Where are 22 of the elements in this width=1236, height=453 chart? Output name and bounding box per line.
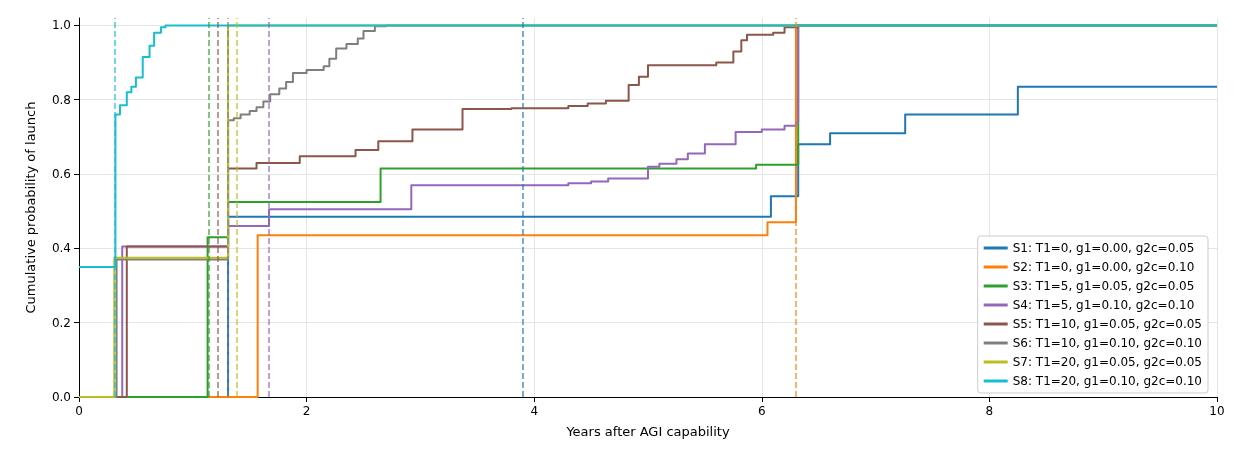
x-axis-title: Years after AGI capability (565, 424, 730, 439)
legend-label: S3: T1=5, g1=0.05, g2c=0.05 (1012, 279, 1195, 293)
y-tick-label: 0.6 (51, 167, 71, 182)
x-tick-label: 8 (985, 404, 994, 418)
legend-label: S2: T1=0, g1=0.00, g2c=0.10 (1012, 260, 1195, 274)
y-tick-label: 0.8 (51, 92, 71, 107)
legend-label: S5: T1=10, g1=0.05, g2c=0.05 (1012, 317, 1203, 331)
y-axis-title: Cumulative probability of launch (23, 101, 38, 314)
y-tick-label: 0.4 (51, 241, 71, 256)
legend-label: S1: T1=0, g1=0.00, g2c=0.05 (1012, 241, 1195, 255)
legend-label: S4: T1=5, g1=0.10, g2c=0.10 (1012, 298, 1195, 312)
x-tick-label: 0 (75, 404, 83, 418)
legend-label: S6: T1=10, g1=0.10, g2c=0.10 (1012, 336, 1203, 350)
y-tick-label: 1.0 (51, 18, 71, 33)
legend-label: S7: T1=20, g1=0.05, g2c=0.05 (1012, 355, 1203, 369)
y-tick-label: 0.0 (51, 390, 71, 404)
x-tick-label: 2 (302, 404, 311, 418)
legend-label: S8: T1=20, g1=0.10, g2c=0.10 (1012, 374, 1203, 388)
x-tick-label: 10 (1209, 404, 1225, 418)
y-tick-label: 0.2 (51, 315, 71, 330)
x-tick-label: 6 (757, 404, 766, 418)
x-tick-label: 4 (530, 404, 539, 418)
